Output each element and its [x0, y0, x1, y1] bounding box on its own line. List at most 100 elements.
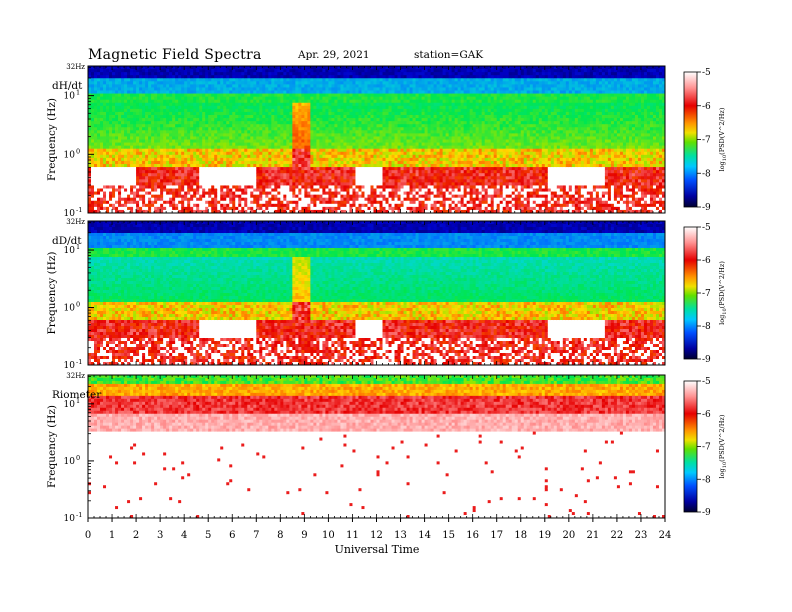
spectrogram-cell: [106, 207, 109, 210]
spectrogram-cell: [166, 161, 169, 164]
spectrogram-cell: [166, 72, 169, 75]
spectrogram-cell: [160, 103, 163, 106]
spectrogram-cell: [127, 136, 130, 139]
spectrogram-cell: [154, 140, 157, 143]
spectrogram-cell: [91, 72, 94, 75]
spectrogram-cell: [169, 130, 172, 133]
spectrogram-cell: [94, 207, 97, 210]
spectrogram-cell: [142, 155, 145, 158]
spectrogram-cell: [160, 182, 163, 185]
spectrogram-cell: [148, 140, 151, 143]
spectrogram-cell: [157, 182, 160, 185]
spectrogram-cell: [112, 182, 115, 185]
spectrogram-cell: [163, 81, 166, 84]
spectrogram-cell: [160, 161, 163, 164]
spectrogram-cell: [151, 167, 154, 170]
spectrogram-cell: [112, 173, 115, 176]
spectrogram-cell: [172, 140, 175, 143]
spectrogram-cell: [112, 91, 115, 94]
spectrogram-cell: [142, 185, 145, 188]
spectrogram-cell: [88, 140, 91, 143]
spectrogram-cell: [163, 69, 166, 72]
spectrogram-cell: [136, 97, 139, 100]
spectrogram-cell: [142, 112, 145, 115]
spectrogram-cell: [172, 185, 175, 188]
spectrogram-cell: [106, 127, 109, 130]
spectrogram-cell: [97, 185, 100, 188]
spectrogram-cell: [109, 195, 112, 198]
spectrogram-cell: [130, 176, 133, 179]
spectrogram-cell: [148, 109, 151, 112]
spectrogram-cell: [136, 143, 139, 146]
spectrogram-cell: [154, 164, 157, 167]
spectrogram-cell: [151, 143, 154, 146]
spectrogram-cell: [118, 146, 121, 149]
spectrogram-cell: [97, 91, 100, 94]
spectrogram-cell: [136, 179, 139, 182]
spectrogram-cell: [100, 152, 103, 155]
spectrogram-cell: [163, 124, 166, 127]
spectrogram-cell: [100, 198, 103, 201]
spectrogram-cell: [124, 185, 127, 188]
spectrogram-cell: [130, 201, 133, 204]
spectrogram-cell: [133, 152, 136, 155]
spectrogram-cell: [118, 198, 121, 201]
spectrogram-cell: [121, 198, 124, 201]
spectrogram-cell: [94, 103, 97, 106]
spectrogram-cell: [124, 149, 127, 152]
spectrogram-cell: [124, 198, 127, 201]
spectrogram-cell: [115, 179, 118, 182]
spectrogram-cell: [88, 115, 91, 118]
spectrogram-cell: [94, 84, 97, 87]
spectrogram-cell: [118, 155, 121, 158]
spectrogram-cell: [178, 195, 181, 198]
spectrogram-cell: [136, 155, 139, 158]
spectrogram-cell: [118, 167, 121, 170]
spectrogram-cell: [172, 100, 175, 103]
spectrogram-cell: [145, 179, 148, 182]
spectrogram-cell: [94, 106, 97, 109]
spectrogram-cell: [163, 94, 166, 97]
spectrogram-cell: [163, 185, 166, 188]
spectrogram-cell: [115, 198, 118, 201]
spectrogram-cell: [103, 130, 106, 133]
spectrogram-cell: [124, 100, 127, 103]
spectrogram-cell: [148, 170, 151, 173]
spectrogram-cell: [91, 121, 94, 124]
spectrogram-cell: [91, 91, 94, 94]
spectrogram-cell: [94, 182, 97, 185]
spectrogram-cell: [139, 130, 142, 133]
spectrogram-cell: [94, 121, 97, 124]
spectrogram-cell: [178, 143, 181, 146]
spectrogram-cell: [163, 146, 166, 149]
spectrogram-cell: [139, 152, 142, 155]
spectrogram-cell: [118, 204, 121, 207]
spectrogram-cell: [151, 149, 154, 152]
spectrogram-cell: [121, 136, 124, 139]
spectrogram-cell: [142, 158, 145, 161]
spectrogram-cell: [151, 182, 154, 185]
spectrogram-cell: [157, 192, 160, 195]
spectrogram-cell: [97, 161, 100, 164]
spectrogram-cell: [160, 185, 163, 188]
spectrogram-cell: [115, 192, 118, 195]
spectrogram-cell: [124, 167, 127, 170]
spectrogram-cell: [157, 167, 160, 170]
spectrogram-cell: [100, 127, 103, 130]
spectrogram-cell: [136, 133, 139, 136]
spectrogram-cell: [148, 164, 151, 167]
spectrogram-cell: [160, 97, 163, 100]
spectrogram-cell: [127, 146, 130, 149]
spectrogram-cell: [163, 198, 166, 201]
spectrogram-cell: [151, 136, 154, 139]
spectrogram-cell: [130, 155, 133, 158]
spectrogram-cell: [103, 143, 106, 146]
spectrogram-cell: [130, 146, 133, 149]
spectrogram-cell: [166, 136, 169, 139]
spectrogram-cell: [136, 115, 139, 118]
spectrogram-cell: [91, 97, 94, 100]
spectrogram-cell: [91, 69, 94, 72]
spectrogram-cell: [136, 91, 139, 94]
spectrogram-cell: [118, 201, 121, 204]
spectrogram-cell: [139, 185, 142, 188]
